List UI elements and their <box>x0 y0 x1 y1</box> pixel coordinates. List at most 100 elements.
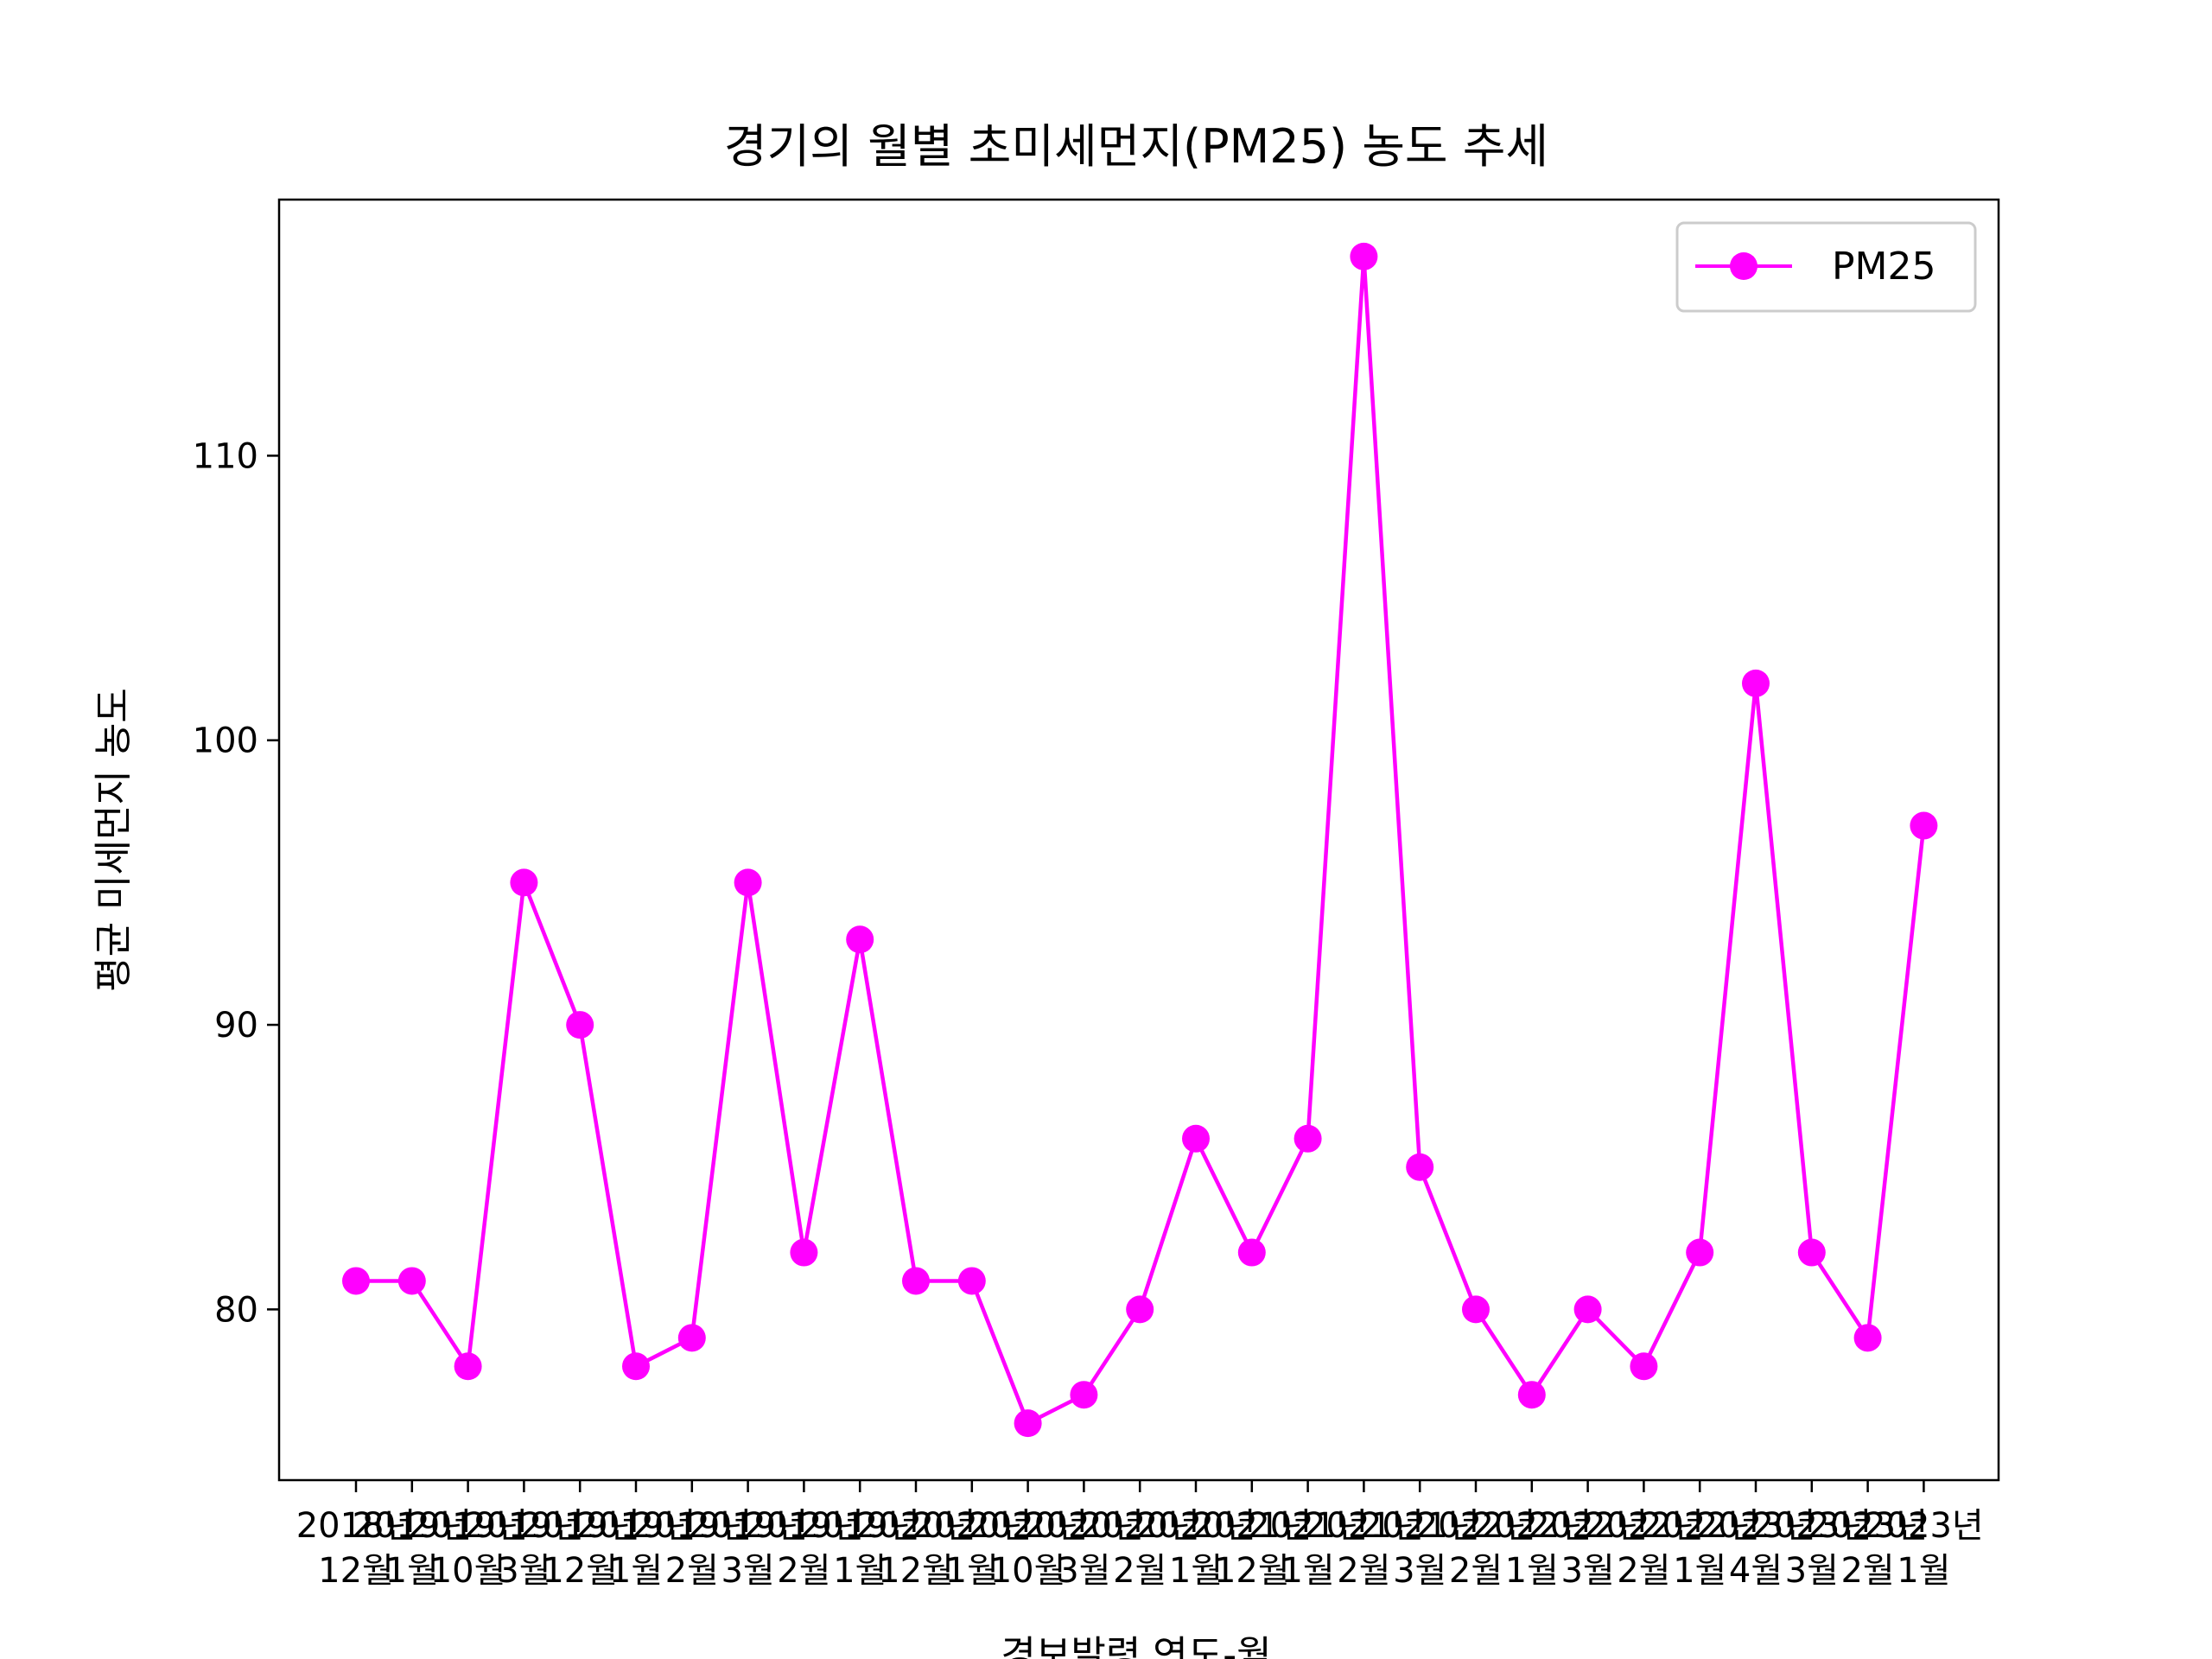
data-point <box>957 1267 986 1295</box>
y-tick-label: 100 <box>193 721 258 761</box>
y-tick-label: 110 <box>193 436 258 476</box>
data-point <box>1070 1381 1098 1409</box>
x-tick-label-month: 1월 <box>1281 1551 1334 1591</box>
data-point <box>846 925 874 954</box>
x-tick-label-year: 2020년 <box>1136 1506 1256 1546</box>
data-point <box>1182 1124 1210 1153</box>
y-tick-label: 80 <box>214 1290 258 1330</box>
data-point <box>1742 669 1770 697</box>
x-tick-label-month: 3월 <box>1785 1551 1839 1591</box>
data-point <box>1462 1295 1490 1324</box>
data-point <box>1630 1352 1658 1381</box>
x-tick-label-year: 2019년 <box>632 1506 752 1546</box>
x-tick-label-year: 2021년 <box>1248 1506 1368 1546</box>
x-tick-label-month: 12월 <box>878 1551 954 1591</box>
data-point <box>1853 1324 1882 1352</box>
x-axis-label: 경보발령 연도-월 <box>1001 1633 1271 1659</box>
x-tick-label-year: 2020년 <box>1080 1506 1200 1546</box>
x-tick-label-month: 12월 <box>318 1551 394 1591</box>
x-tick-label-month: 2월 <box>1449 1551 1503 1591</box>
x-tick-label-year: 2019년 <box>408 1506 528 1546</box>
x-tick-label-month: 2월 <box>1337 1551 1390 1591</box>
legend-marker <box>1730 252 1758 280</box>
x-tick-label-month: 2월 <box>777 1551 830 1591</box>
data-point <box>397 1267 426 1295</box>
data-point <box>1350 242 1378 270</box>
x-tick-label-month: 3월 <box>497 1551 550 1591</box>
data-point <box>734 868 762 897</box>
x-tick-label-month: 1월 <box>1169 1551 1223 1591</box>
data-point <box>510 868 538 897</box>
x-tick-label-year: 2019년 <box>744 1506 864 1546</box>
legend-entry-pm25: PM25 <box>1832 245 1936 289</box>
x-tick-label-year: 2023년 <box>1808 1506 1928 1546</box>
x-tick-label-year: 2022년 <box>1640 1506 1760 1546</box>
data-point <box>566 1011 594 1039</box>
x-tick-label-year: 2020년 <box>968 1506 1088 1546</box>
x-tick-label-month: 1월 <box>833 1551 887 1591</box>
y-tick-label: 90 <box>214 1006 258 1046</box>
x-tick-label-year: 2019년 <box>800 1506 920 1546</box>
x-tick-label-year: 2022년 <box>1416 1506 1536 1546</box>
x-tick-label-month: 2월 <box>1113 1551 1166 1591</box>
x-tick-label-year: 2020년 <box>856 1506 976 1546</box>
y-axis: 80 90 100 110 <box>193 436 279 1330</box>
x-tick-label-month: 3월 <box>1057 1551 1110 1591</box>
x-tick-label-year: 2023년 <box>1696 1506 1816 1546</box>
data-point <box>902 1267 930 1295</box>
x-tick-label-month: 1월 <box>1897 1551 1950 1591</box>
x-tick-label-month: 10월 <box>430 1551 506 1591</box>
x-tick-label-year: 2021년 <box>1192 1506 1312 1546</box>
x-tick-label-year: 2018년 <box>296 1506 416 1546</box>
x-tick-label-year: 2019년 <box>464 1506 584 1546</box>
x-tick-label-month: 3월 <box>1560 1551 1614 1591</box>
data-point <box>1237 1238 1266 1267</box>
data-point <box>1910 811 1938 840</box>
x-tick-label-month: 1월 <box>1505 1551 1559 1591</box>
data-point <box>342 1267 370 1295</box>
data-point <box>622 1352 650 1381</box>
data-point <box>677 1324 706 1352</box>
x-tick-label-year: 2020년 <box>1024 1506 1144 1546</box>
data-point <box>1294 1124 1322 1153</box>
x-tick-label-month: 10월 <box>990 1551 1066 1591</box>
x-tick-label-year: 2019년 <box>688 1506 808 1546</box>
x-tick-label-year: 2019년 <box>520 1506 640 1546</box>
x-axis: 2018년 12월 2019년 1월 2019년 10월 2019년 3월 2019년 12월 20… <box>296 1480 1984 1591</box>
x-tick-label-month: 2월 <box>1617 1551 1670 1591</box>
x-tick-label-month: 2월 <box>665 1551 719 1591</box>
legend: PM25 <box>1675 221 1977 313</box>
x-tick-label-month: 1월 <box>1673 1551 1726 1591</box>
data-point <box>1406 1153 1434 1181</box>
y-axis-label: 평균 미세먼지 농도 <box>92 688 136 992</box>
x-tick-label-month: 2월 <box>1840 1551 1894 1591</box>
data-point <box>1517 1381 1546 1409</box>
x-tick-label-year: 2019년 <box>576 1506 696 1546</box>
data-point <box>1573 1295 1602 1324</box>
data-point <box>790 1238 818 1267</box>
x-tick-label-month: 12월 <box>542 1551 618 1591</box>
x-tick-label-month: 1월 <box>385 1551 439 1591</box>
x-tick-label-year: 2019년 <box>352 1506 472 1546</box>
x-tick-label-month: 12월 <box>1214 1551 1290 1591</box>
x-tick-label-year: 2021년 <box>1304 1506 1424 1546</box>
data-point <box>1797 1238 1826 1267</box>
series-layer <box>342 242 1938 1438</box>
x-tick-label-year: 2023년 <box>1864 1506 1984 1546</box>
x-tick-label-year: 2021년 <box>1360 1506 1480 1546</box>
x-tick-label-month: 1월 <box>945 1551 999 1591</box>
x-tick-label-month: 1월 <box>609 1551 663 1591</box>
x-tick-label-month: 3월 <box>1393 1551 1446 1591</box>
x-tick-label-year: 2022년 <box>1584 1506 1704 1546</box>
x-tick-label-year: 2023년 <box>1751 1506 1872 1546</box>
data-point <box>1686 1238 1714 1267</box>
x-tick-label-month: 4월 <box>1729 1551 1783 1591</box>
x-tick-label-year: 2022년 <box>1528 1506 1648 1546</box>
x-tick-label-year: 2020년 <box>912 1506 1032 1546</box>
legend-box <box>1675 221 1977 313</box>
x-tick-label-year: 2022년 <box>1471 1506 1592 1546</box>
data-point <box>1014 1409 1042 1438</box>
data-point <box>1126 1295 1154 1324</box>
x-tick-label-month: 3월 <box>721 1551 774 1591</box>
